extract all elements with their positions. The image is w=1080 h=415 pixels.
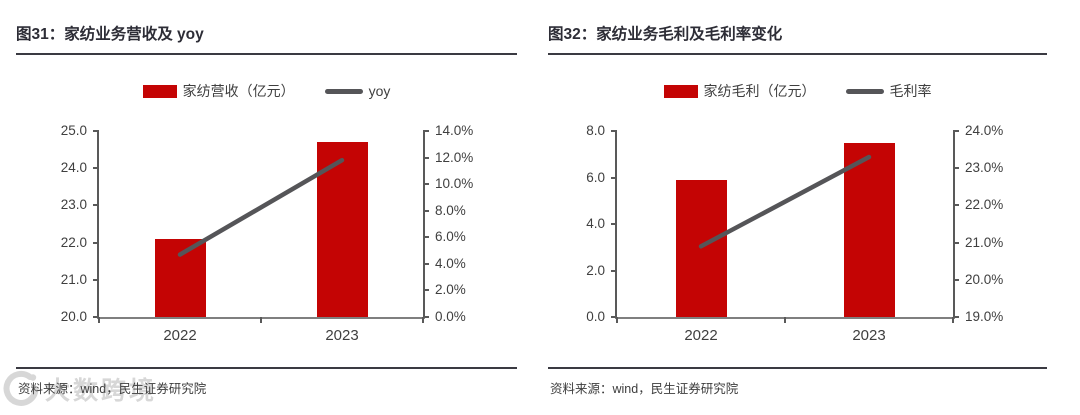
plot-area: 0.0 2.0 4.0 6.0 8.0 19.0% 20.0% 21.0% 22.0% 23.0%… [586, 123, 1003, 344]
source-divider [548, 367, 1047, 369]
trend-line [698, 154, 872, 249]
legend: 家纺毛利（亿元） 毛利率 [548, 81, 1047, 101]
plot-area: 20.0 21.0 22.0 23.0 24.0 25.0 0.0% 2.0% 4.0% 6.0%… [61, 123, 474, 344]
bar-swatch-icon [142, 84, 177, 98]
y-axis-right-line [953, 131, 955, 319]
chart-title: 图31：家纺业务营收及 yoy [16, 22, 517, 55]
y-axis-right-tick [953, 130, 959, 132]
x-axis-tick [422, 317, 424, 323]
y-axis-left-tick [611, 269, 617, 272]
legend-label: yoy [368, 83, 391, 99]
y-axis-right-tick [953, 241, 959, 244]
y-axis-left-label: 24.0 [60, 160, 87, 176]
y-axis-right-tick [953, 316, 959, 318]
y-axis-left-label: 2.0 [586, 262, 605, 278]
legend: 家纺营收（亿元） yoy [16, 81, 517, 101]
y-axis-left-label: 21.0 [60, 271, 87, 287]
y-axis-left-label: 20.0 [60, 309, 87, 324]
y-axis-left-tick [93, 241, 99, 244]
y-axis-right-label: 10.0% [435, 176, 474, 192]
x-axis-label: 2023 [852, 327, 886, 344]
y-axis-right-label: 8.0% [435, 202, 466, 218]
x-axis-label: 2022 [684, 327, 718, 344]
y-axis-right-label: 24.0% [965, 123, 1004, 138]
y-axis-left-tick [611, 130, 617, 132]
y-axis-left-tick [611, 176, 617, 179]
legend-item-line: 毛利率 [845, 81, 932, 101]
chart-panel-gross-profit: 图32：家纺业务毛利及毛利率变化 家纺毛利（亿元） 毛利率 0.0 2.0 4.0 6… [548, 0, 1047, 415]
bar-2023 [843, 142, 895, 317]
legend-item-bar: 家纺营收（亿元） [142, 81, 295, 101]
y-axis-right-tick [423, 156, 429, 159]
y-axis-left-tick [611, 316, 617, 318]
x-axis-label: 2023 [325, 327, 359, 344]
y-axis-right-tick [423, 183, 429, 186]
y-axis-left-label: 22.0 [60, 234, 87, 250]
x-axis-tick [952, 317, 954, 323]
y-axis-right-tick [423, 262, 429, 265]
y-axis-left-tick [93, 204, 99, 207]
y-axis-left-tick [611, 223, 617, 225]
x-axis-tick [260, 317, 262, 323]
legend-label: 毛利率 [889, 83, 932, 99]
y-axis-left-label: 25.0 [60, 123, 87, 138]
y-axis-right-line [423, 131, 425, 319]
chart-panel-revenue: 图31：家纺业务营收及 yoy 家纺营收（亿元） yoy 20.0 21.0 22.… [16, 0, 517, 415]
source-text: 资料来源：wind，民生证券研究院 [550, 382, 739, 396]
y-axis-left-tick [93, 130, 99, 132]
y-axis-right-label: 19.0% [965, 309, 1004, 324]
y-axis-left-label: 6.0 [586, 169, 605, 185]
y-axis-right-tick [423, 209, 429, 212]
y-axis-right-tick [423, 130, 429, 132]
y-axis-left-label: 8.0 [586, 123, 605, 138]
y-axis-right-label: 21.0% [965, 234, 1004, 250]
legend-item-line: yoy [324, 83, 391, 99]
x-axis-tick [98, 317, 100, 323]
y-axis-left-label: 0.0 [586, 309, 605, 324]
legend-item-bar: 家纺毛利（亿元） [663, 81, 816, 101]
y-axis-left-tick [93, 167, 99, 170]
y-axis-right-label: 23.0% [965, 160, 1004, 176]
y-axis-right-label: 0.0% [435, 309, 466, 324]
y-axis-left-label: 23.0 [60, 197, 87, 213]
y-axis-right-label: 4.0% [435, 255, 466, 271]
bar-swatch-icon [663, 84, 698, 98]
y-axis-right-label: 12.0% [435, 149, 474, 165]
watermark-logo-icon [3, 370, 39, 406]
legend-label: 家纺营收（亿元） [182, 83, 295, 99]
y-axis-left-tick [93, 278, 99, 281]
y-axis-left-line [615, 131, 617, 319]
y-axis-right-tick [423, 236, 429, 239]
x-axis-tick [616, 317, 618, 323]
source-text: 资料来源：wind，民生证券研究院 [18, 382, 207, 396]
line-swatch-icon [845, 88, 884, 94]
y-axis-left-label: 4.0 [586, 216, 605, 231]
y-axis-right-label: 2.0% [435, 282, 466, 298]
chart-title: 图32：家纺业务毛利及毛利率变化 [548, 22, 1047, 55]
y-axis-left-line [97, 131, 99, 319]
line-swatch-icon [324, 88, 363, 94]
y-axis-right-tick [953, 167, 959, 170]
x-axis-label: 2022 [163, 327, 197, 344]
y-axis-right-label: 14.0% [435, 123, 474, 138]
legend-label: 家纺毛利（亿元） [703, 83, 816, 99]
source-divider [16, 367, 517, 369]
y-axis-left-tick [93, 316, 99, 318]
y-axis-right-label: 20.0% [965, 271, 1004, 287]
y-axis-right-tick [953, 278, 959, 281]
x-axis-tick [784, 317, 786, 323]
y-axis-right-tick [953, 204, 959, 207]
watermark-text: 大数跨境 [45, 377, 158, 405]
y-axis-right-tick [423, 316, 429, 318]
bar-2022 [154, 238, 206, 317]
watermark: 大数跨境 [2, 370, 157, 408]
y-axis-right-tick [423, 289, 429, 292]
y-axis-right-label: 22.0% [965, 197, 1004, 213]
y-axis-right-label: 6.0% [435, 229, 466, 245]
trend-line [177, 157, 345, 257]
